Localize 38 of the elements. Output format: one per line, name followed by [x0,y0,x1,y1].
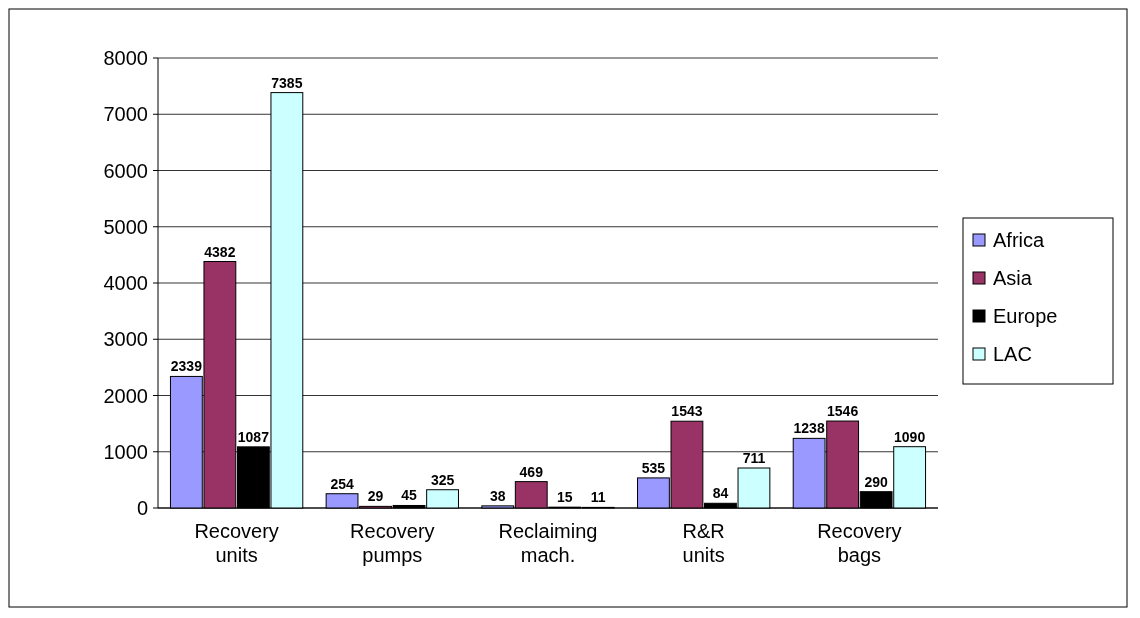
legend-label: Europe [993,305,1058,327]
y-tick-label: 4000 [103,272,148,294]
data-label: 29 [367,488,384,505]
y-tick-label: 3000 [103,328,148,351]
x-tick-label: R&R units [682,520,725,566]
data-label: 469 [519,463,544,480]
y-tick-label: 1000 [103,440,148,463]
data-label: 2339 [170,358,203,375]
y-tick-label: 7000 [103,103,148,126]
legend-label: Asia [993,267,1033,289]
x-tick-label: Recovery pumps [350,520,435,566]
data-label: 290 [864,473,889,490]
data-label: 535 [641,459,666,476]
x-tick-label: Recovery bags [817,520,902,566]
data-label: 38 [489,487,506,504]
y-tick-label: 2000 [103,384,148,407]
data-label: 1546 [827,403,859,420]
data-label: 325 [430,471,455,488]
data-label: 84 [712,485,729,502]
x-tick-label: Recovery units [194,520,279,566]
data-label: 15 [556,489,573,506]
legend-label: Africa [993,229,1045,251]
data-label: 1090 [894,428,926,445]
y-tick-label: 6000 [103,159,148,182]
y-tick-label: 0 [136,497,148,519]
data-label: 45 [401,487,418,504]
data-label: 7385 [271,74,303,91]
data-label: 4382 [204,243,236,260]
y-tick-label: 8000 [103,47,148,69]
data-label: 711 [742,450,766,467]
legend-label: LAC [993,343,1032,365]
data-label: 1087 [237,428,270,445]
data-label: 11 [590,489,606,506]
data-label: 1543 [671,403,703,420]
data-label: 1238 [793,420,825,437]
x-tick-label: Reclaiming mach. [498,520,598,566]
y-tick-label: 5000 [103,215,148,238]
data-label: 254 [330,475,354,492]
